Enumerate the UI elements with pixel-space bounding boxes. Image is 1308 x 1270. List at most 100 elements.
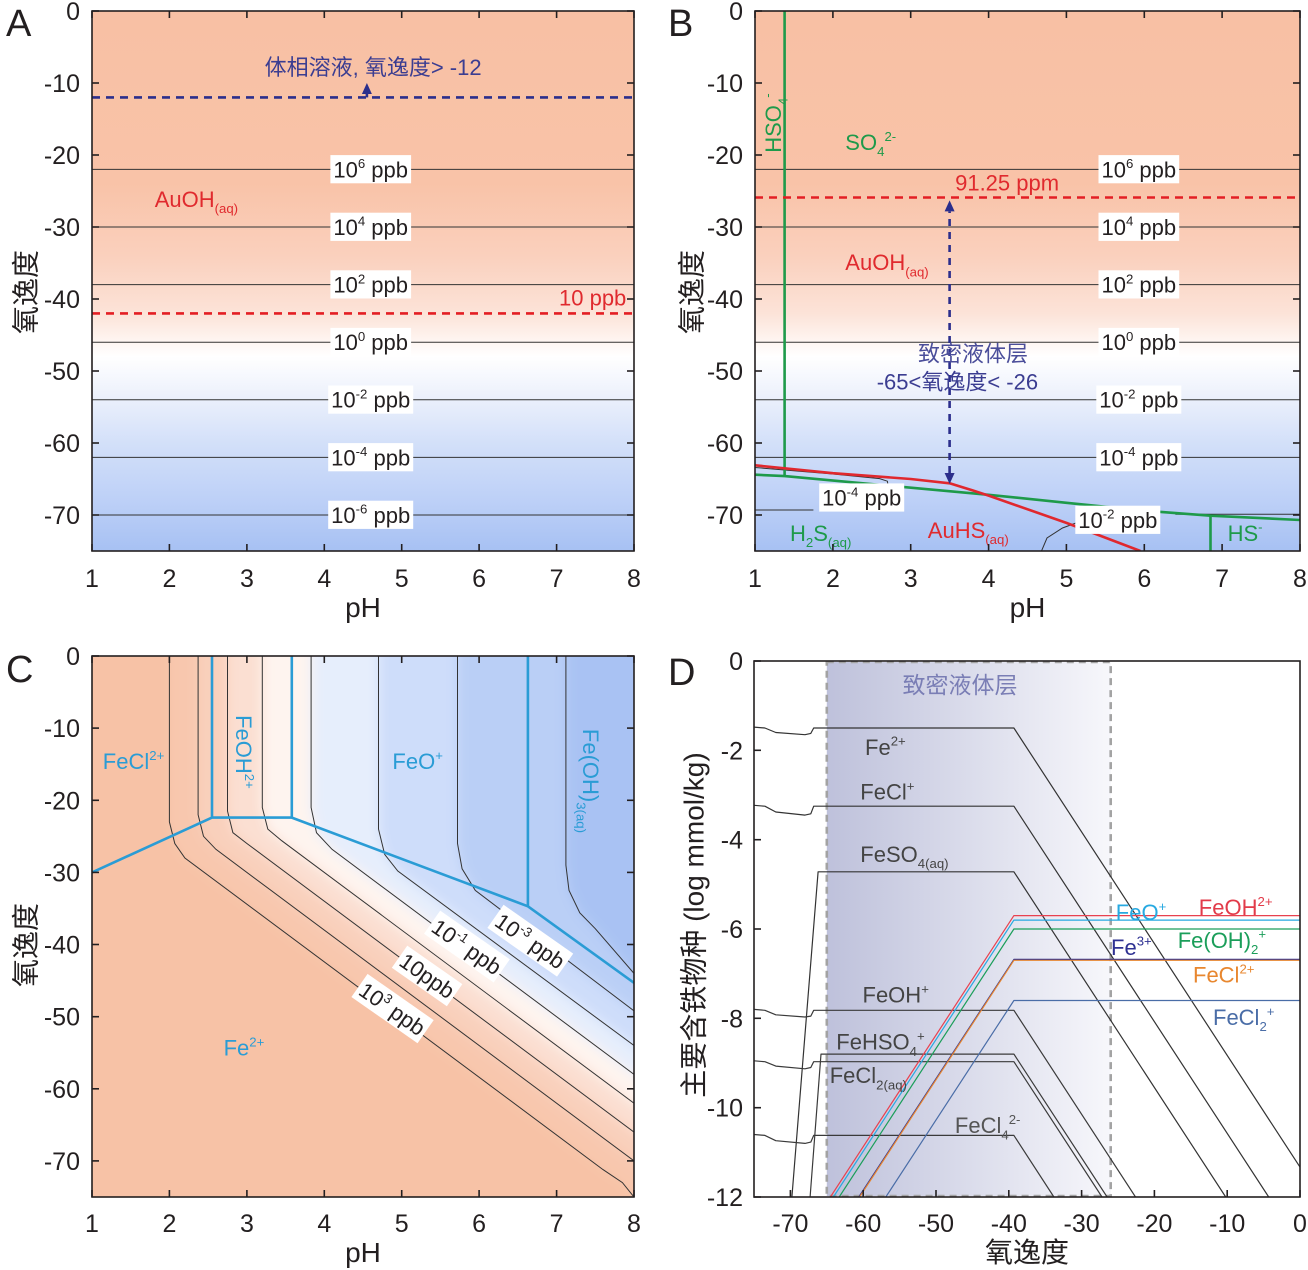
panel-letter: A [6,3,32,45]
label-text: -65<氧逸度< -26 [877,370,1038,395]
series-line [791,871,1227,1197]
y-axis-label: 氧逸度 [11,903,42,987]
superscript: -2 [1103,507,1115,522]
series-label: FeCl+ [860,778,914,804]
series-line [809,1053,1108,1197]
label-text: 10 [1101,330,1125,355]
x-axis-label: pH [345,592,381,623]
superscript: 2+ [242,774,257,789]
x-tick-label: 1 [85,565,99,593]
label-text: ppb [367,445,410,470]
x-tick-label: 6 [1137,565,1151,593]
label-text: FeO [392,749,435,774]
label-background [1098,212,1180,241]
feoh2plus-label: FeOH2+ [231,715,257,789]
y-tick-label: -60 [44,1076,80,1104]
superscript: 2+ [1257,894,1272,909]
superscript: - [1258,520,1262,535]
x-tick-label: 3 [904,565,918,593]
label-text: ppb [365,330,408,355]
y-tick-label: -10 [707,70,743,98]
label-text: 91.25 ppm [955,170,1059,195]
superscript: 2+ [149,748,164,763]
label-text: Fe(OH) [578,729,603,802]
feoh3-label: Fe(OH)3(aq) [574,729,603,833]
x-tick-label: 0 [1293,1210,1307,1238]
label-text: ppb [1135,445,1178,470]
contour-label: 104 ppb [330,212,412,241]
subscript: 3(aq) [574,802,589,833]
y-tick-label: 0 [729,648,743,676]
label-text: 10 [333,215,357,240]
x-tick-label: 2 [162,565,176,593]
arrowhead-icon [361,83,372,94]
10-ppb-label: 10 ppb [559,286,626,311]
superscript: -4 [847,484,859,499]
superscript: + [921,982,929,997]
series-line [754,726,1300,1168]
label-text: ppb [1114,508,1157,533]
dense-fluid-range-label: -65<氧逸度< -26 [877,370,1038,395]
x-tick-label: 3 [240,1210,254,1238]
y-tick-label: -8 [721,1005,743,1033]
contour-label: 104 ppb [1098,212,1180,241]
dense-fluid-layer-arrow [944,200,955,484]
label-text: 10 [333,157,357,182]
auoh-region-label: AuOH(aq) [845,250,928,279]
series-label: FeCl2(aq) [830,1063,907,1092]
y-tick-label: -12 [707,1184,743,1212]
contour-label: 10-4 ppb [328,443,414,472]
contour-label: 102 ppb [330,270,412,299]
y-tick-label: -40 [44,932,80,960]
label-text: 10 [331,503,355,528]
label-background [391,945,463,1007]
label-background [1098,270,1180,299]
series-label: FeCl2+ [1213,1004,1275,1034]
contour-line [197,656,634,1162]
series-label: Fe3+ [1111,934,1152,960]
auhs-label: AuHS(aq) [928,518,1009,547]
superscript: - [760,93,775,97]
y-tick-label: -10 [44,70,80,98]
label-text: 10 [331,388,355,413]
label-text: ppb [1133,273,1176,298]
superscript: 4 [358,214,365,229]
y-tick-label: -30 [44,859,80,887]
y-tick-label: -50 [44,358,80,386]
y-tick-label: -60 [44,430,80,458]
label-text: ppb [1133,157,1176,182]
superscript: + [1258,927,1266,942]
label-text: 10 [1101,215,1125,240]
x-tick-label: -20 [1136,1210,1172,1238]
label-text: FeOH [1199,895,1258,920]
contour-label-text: 10-2 ppb [1078,507,1157,533]
hs-label: HS- [1228,520,1263,546]
label-text: HS [1228,521,1259,546]
contour-label-text: 102 ppb [1101,271,1176,297]
x-tick-label: 8 [627,1210,641,1238]
label-text: 10 [1101,157,1125,182]
contour-label: 102 ppb [1098,270,1180,299]
label-text: FeCl [955,1113,1001,1138]
label-text: FeOH [231,715,256,774]
label-text: 10 [1078,508,1102,533]
label-background [328,500,414,529]
y-tick-label: 0 [66,643,80,671]
contour-line [261,656,634,1104]
label-text: 10 [1101,273,1125,298]
contour-label: 10-2 ppb [1096,385,1182,414]
plot-area: 致密液体层Fe2+FeCl+FeSO4(aq)FeOH+FeHSO4+FeCl2… [754,661,1300,1197]
label-background [1096,443,1182,472]
panel-d: 致密液体层Fe2+FeCl+FeSO4(aq)FeOH+FeHSO4+FeCl2… [668,648,1307,1268]
series-line [885,999,1300,1197]
plot-frame [91,655,635,1198]
contour-label-text: 106 ppb [1101,156,1176,182]
superscript: 2- [884,129,896,144]
y-tick-label: -30 [44,214,80,242]
contour-line [1041,518,1087,551]
y-axis-label: 主要含铁物种 (log mmol/kg) [679,752,710,1097]
label-text: AuHS [928,518,985,543]
